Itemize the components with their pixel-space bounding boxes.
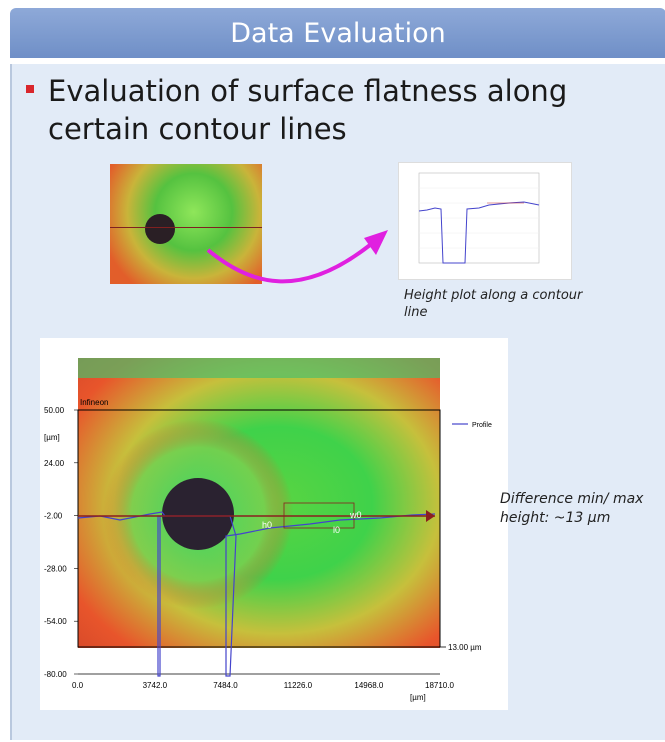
y-tick-label: -28.00 [44, 564, 67, 573]
y-tick-label: 24.00 [44, 459, 65, 468]
x-unit-label: [µm] [410, 693, 426, 702]
x-tick-label: 7484.0 [213, 681, 238, 690]
x-tick-label: 3742.0 [143, 681, 168, 690]
y-tick-label: -54.00 [44, 617, 67, 626]
y-axis-ticks: 50.00 24.00 -2.00 -28.00 -54.00 -80.00 [44, 406, 78, 679]
y-unit-label: [µm] [44, 433, 60, 442]
x-axis-ticks: 0.0 3742.0 7484.0 11226.0 14968.0 18710.0 [72, 673, 454, 690]
x-tick-label: 11226.0 [284, 681, 313, 690]
thumbnail-contour-line [110, 227, 262, 228]
main-hole [162, 478, 234, 550]
height-difference-annotation: Difference min/ max height: ~13 µm [500, 491, 644, 526]
surface-thumbnail [110, 164, 262, 284]
bullet-text: Evaluation of surface flatness along cer… [48, 74, 568, 146]
company-label: Infineon [80, 398, 108, 407]
profile-line [77, 511, 436, 677]
slide-title: Data Evaluation [10, 8, 665, 58]
main-height-plot: 50.00 24.00 -2.00 -28.00 -54.00 -80.00 0.0 374… [40, 338, 508, 710]
legend-label: Profile [472, 422, 492, 429]
height-plot-caption: Height plot along a contour line [404, 288, 583, 320]
x-tick-label: 18710.0 [425, 681, 454, 690]
x-tick-label: 0.0 [72, 681, 84, 690]
y-tick-label: -80.00 [44, 670, 67, 679]
marker-h0: h0 [262, 520, 272, 530]
measurement-box [283, 502, 355, 529]
marker-l0: l0 [333, 525, 340, 535]
y-tick-label: 50.00 [44, 406, 65, 415]
thumbnail-hole [145, 214, 175, 244]
y-tick-label: -2.00 [44, 512, 63, 521]
scale-label: 13.00 µm [448, 643, 482, 652]
marker-w0: w0 [349, 510, 362, 520]
bullet-marker [26, 85, 34, 93]
x-tick-label: 14968.0 [354, 681, 383, 690]
mini-height-plot [398, 162, 572, 280]
contour-arrow-icon [426, 510, 435, 522]
